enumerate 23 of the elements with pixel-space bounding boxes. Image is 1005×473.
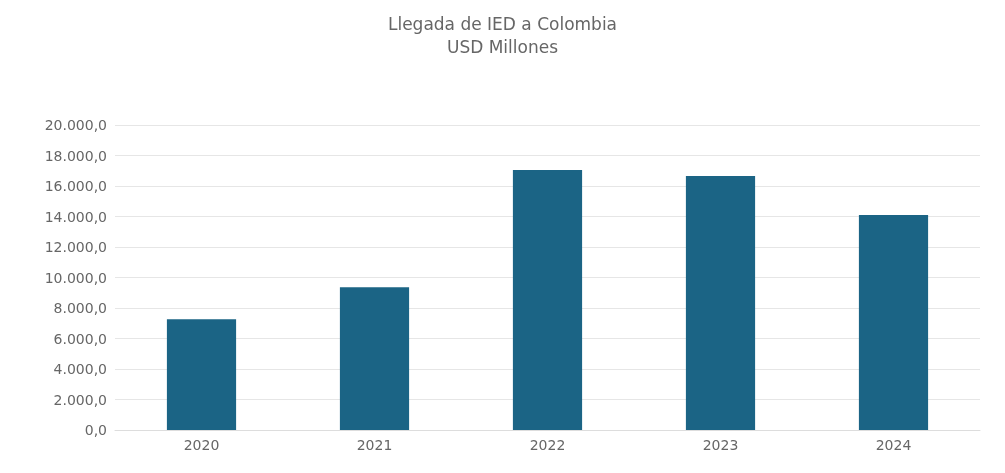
bar	[858, 214, 929, 430]
y-tick-label: 4.000,0	[53, 361, 107, 377]
y-tick-label: 8.000,0	[53, 300, 107, 316]
bar	[339, 287, 410, 430]
y-tick-label: 12.000,0	[44, 239, 107, 255]
y-tick-label: 16.000,0	[44, 178, 107, 194]
bar	[512, 169, 583, 430]
x-tick-label: 2023	[702, 437, 739, 453]
x-tick-label: 2021	[356, 437, 393, 453]
y-tick-label: 0,0	[84, 422, 107, 438]
y-tick-label: 14.000,0	[44, 208, 107, 225]
x-tick-label: 2020	[183, 437, 220, 453]
y-tick-label: 18.000,0	[44, 147, 107, 164]
bar	[685, 175, 756, 430]
y-tick-label: 10.000,0	[44, 269, 107, 286]
chart-title: Llegada de IED a Colombia	[387, 13, 618, 34]
chart-subtitle: USD Millones	[446, 36, 559, 57]
y-tick-label: 20.000,0	[44, 117, 107, 133]
y-tick-label: 6.000,0	[53, 330, 107, 347]
bar	[166, 319, 237, 430]
x-tick-label: 2022	[529, 437, 566, 453]
y-tick-label: 2.000,0	[53, 391, 107, 408]
x-tick-label: 2024	[875, 437, 912, 453]
